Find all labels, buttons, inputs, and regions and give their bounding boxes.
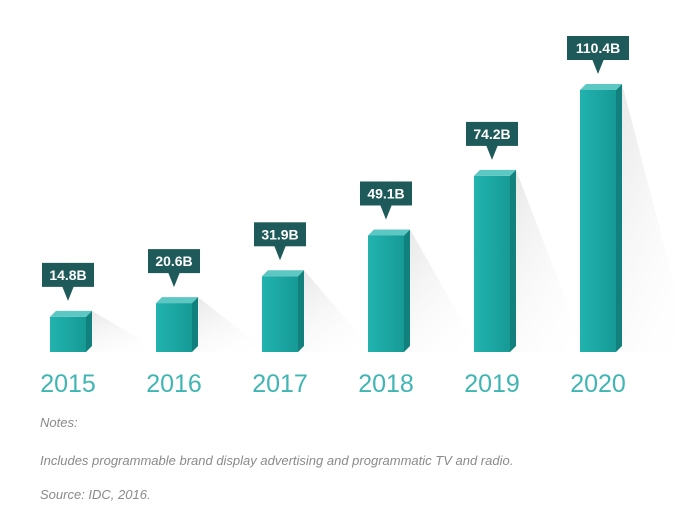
bar [368,235,404,352]
bar-top [50,310,92,317]
bar-side [298,270,304,352]
bar-top [368,229,410,236]
bar-top [156,297,198,304]
bar [474,175,510,352]
value-label-pointer [168,272,180,288]
value-label-box [567,36,629,60]
value-label: 31.9B [261,226,298,242]
bar-side [510,169,516,352]
value-label: 74.2B [473,126,510,142]
bar-side [192,297,198,352]
x-tick-label: 2015 [40,370,96,398]
value-label-pointer [62,285,74,301]
value-label: 49.1B [367,185,404,201]
value-label-pointer [592,59,604,74]
source-text: Source: IDC, 2016. [40,487,151,502]
x-tick-labels-group: 2015 2016 2017 2018 2019 2020 [40,370,626,398]
value-label-box [148,249,200,274]
value-label-box [254,222,306,247]
bar-top [580,84,622,90]
bar [50,316,86,352]
value-label-box [466,121,518,146]
bar [262,276,298,352]
value-label-pointer [274,245,286,261]
bars-group [50,84,622,352]
x-tick-label: 2019 [464,370,520,398]
x-tick-label: 2018 [358,370,414,398]
value-label-pointer [380,204,392,220]
value-label-box [42,262,94,287]
bar [156,303,192,352]
bar-chart: 14.8B 20.6B 31.9B 49.1B 74.2B 110.4B 2015 2016… [40,36,675,398]
value-label: 14.8B [49,267,86,283]
bar-side [404,229,410,352]
bar [580,90,616,352]
bar-top [474,169,516,176]
x-tick-label: 2016 [146,370,202,398]
bar-side [86,310,92,352]
x-tick-label: 2017 [252,370,308,398]
value-label: 20.6B [155,253,192,269]
value-label-pointer [486,144,498,160]
notes-heading: Notes: [40,415,78,430]
value-labels-group: 14.8B 20.6B 31.9B 49.1B 74.2B 110.4B [42,36,629,301]
notes-text: Includes programmable brand display adve… [40,453,514,468]
value-label-box [360,181,412,206]
value-label: 110.4B [576,40,620,56]
x-tick-label: 2020 [570,370,626,398]
bar-top [262,270,304,277]
bar-side [616,84,622,352]
